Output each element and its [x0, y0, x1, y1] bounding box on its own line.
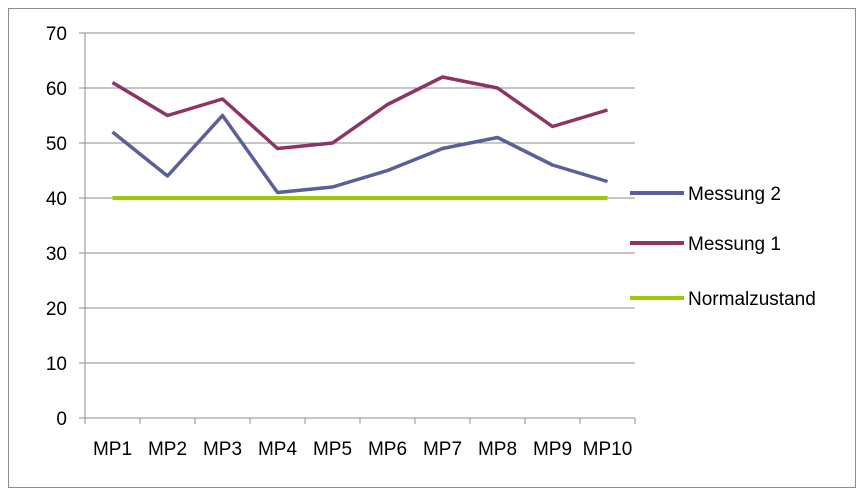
y-tick-label: 70	[46, 24, 67, 45]
y-tick-label: 0	[56, 409, 67, 430]
x-tick-label: MP4	[258, 439, 298, 460]
y-tick-label: 10	[46, 354, 67, 375]
y-tick-labels: 0 10 20 30 40 50 60 70	[46, 24, 67, 430]
y-tick-label: 40	[46, 189, 67, 210]
x-tick-label: MP2	[148, 439, 187, 460]
y-tick-label: 30	[46, 244, 67, 265]
x-tick-label: MP10	[583, 439, 633, 460]
series-lines	[111, 75, 609, 200]
x-tick-label: MP1	[93, 439, 132, 460]
gridlines	[85, 32, 635, 364]
y-tick-label: 20	[46, 299, 67, 320]
legend: Messung 2 Messung 1 Normalzustand	[630, 184, 816, 310]
axes	[79, 32, 636, 424]
x-tick-label: MP9	[533, 439, 572, 460]
x-tick-labels: MP1 MP2 MP3 MP4 MP5 MP6 MP7 MP8 MP9 MP10	[93, 439, 632, 460]
x-tick-label: MP6	[368, 439, 407, 460]
x-tick-label: MP5	[313, 439, 352, 460]
series-line-messung-2	[111, 113, 609, 195]
x-tick-label: MP8	[478, 439, 517, 460]
x-tick-label: MP7	[423, 439, 462, 460]
y-tick-label: 50	[46, 134, 67, 155]
legend-label: Messung 1	[688, 234, 781, 255]
series-line-messung-1	[111, 75, 609, 151]
legend-label: Messung 2	[688, 184, 781, 205]
x-tick-label: MP3	[203, 439, 242, 460]
legend-label: Normalzustand	[688, 289, 816, 310]
y-tick-label: 60	[46, 79, 67, 100]
